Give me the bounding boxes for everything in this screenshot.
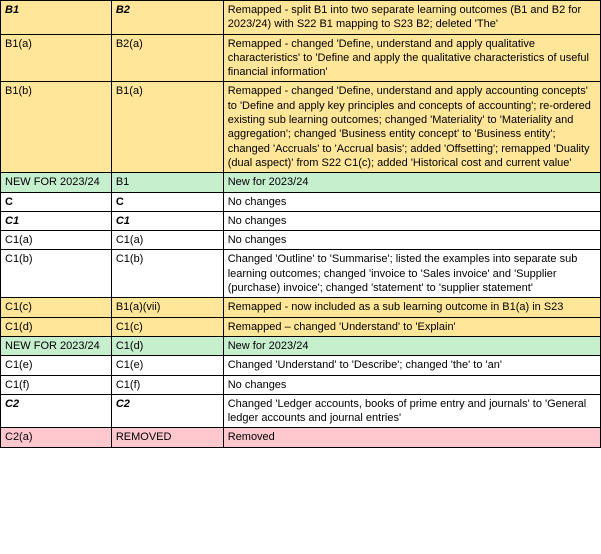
table-row: C1(a)C1(a)No changes <box>1 231 601 250</box>
col-s22: C1(b) <box>1 250 112 298</box>
col-s22: NEW FOR 2023/24 <box>1 336 112 355</box>
col-notes: Remapped - changed 'Define, understand a… <box>223 82 600 173</box>
col-s23: C1(e) <box>111 356 223 375</box>
col-s22: C1(a) <box>1 231 112 250</box>
table-row: C1(b)C1(b)Changed 'Outline' to 'Summaris… <box>1 250 601 298</box>
col-s23: B1(a) <box>111 82 223 173</box>
col-s23: B2(a) <box>111 34 223 82</box>
col-s22: NEW FOR 2023/24 <box>1 173 112 192</box>
col-notes: No changes <box>223 211 600 230</box>
table-row: NEW FOR 2023/24C1(d)New for 2023/24 <box>1 336 601 355</box>
col-s22: B1(a) <box>1 34 112 82</box>
col-s23: B1 <box>111 173 223 192</box>
col-s23: C1(f) <box>111 375 223 394</box>
col-notes: No changes <box>223 231 600 250</box>
col-notes: New for 2023/24 <box>223 336 600 355</box>
col-s22: C2(a) <box>1 428 112 447</box>
table-row: C2C2Changed 'Ledger accounts, books of p… <box>1 394 601 428</box>
col-notes: No changes <box>223 192 600 211</box>
col-s23: C1(d) <box>111 336 223 355</box>
table-row: B1B2Remapped - split B1 into two separat… <box>1 1 601 35</box>
col-notes: Changed 'Understand' to 'Describe'; chan… <box>223 356 600 375</box>
col-s23: C2 <box>111 394 223 428</box>
col-s23: C1 <box>111 211 223 230</box>
table-row: C1(d)C1(c)Remapped – changed 'Understand… <box>1 317 601 336</box>
col-s22: C <box>1 192 112 211</box>
mapping-table: B1B2Remapped - split B1 into two separat… <box>0 0 601 448</box>
table-row: B1(b)B1(a)Remapped - changed 'Define, un… <box>1 82 601 173</box>
col-notes: No changes <box>223 375 600 394</box>
col-notes: Changed 'Outline' to 'Summarise'; listed… <box>223 250 600 298</box>
table-row: C2(a)REMOVEDRemoved <box>1 428 601 447</box>
col-s22: C1(f) <box>1 375 112 394</box>
col-notes: Changed 'Ledger accounts, books of prime… <box>223 394 600 428</box>
col-s22: C1(c) <box>1 298 112 317</box>
col-s22: B1(b) <box>1 82 112 173</box>
col-notes: Remapped - now included as a sub learnin… <box>223 298 600 317</box>
col-notes: Remapped – changed 'Understand' to 'Expl… <box>223 317 600 336</box>
col-s23: B1(a)(vii) <box>111 298 223 317</box>
col-notes: Removed <box>223 428 600 447</box>
col-s22: C1 <box>1 211 112 230</box>
table-row: CCNo changes <box>1 192 601 211</box>
table-row: NEW FOR 2023/24B1New for 2023/24 <box>1 173 601 192</box>
table-row: C1(c)B1(a)(vii)Remapped - now included a… <box>1 298 601 317</box>
col-s22: C1(e) <box>1 356 112 375</box>
col-s22: C2 <box>1 394 112 428</box>
col-s23: C1(c) <box>111 317 223 336</box>
table-row: C1(f)C1(f)No changes <box>1 375 601 394</box>
col-s22: C1(d) <box>1 317 112 336</box>
table-row: B1(a)B2(a)Remapped - changed 'Define, un… <box>1 34 601 82</box>
col-s23: REMOVED <box>111 428 223 447</box>
col-notes: Remapped - split B1 into two separate le… <box>223 1 600 35</box>
col-s23: C1(a) <box>111 231 223 250</box>
table-row: C1(e)C1(e)Changed 'Understand' to 'Descr… <box>1 356 601 375</box>
col-s22: B1 <box>1 1 112 35</box>
table-row: C1C1No changes <box>1 211 601 230</box>
col-s23: B2 <box>111 1 223 35</box>
col-s23: C1(b) <box>111 250 223 298</box>
col-s23: C <box>111 192 223 211</box>
col-notes: New for 2023/24 <box>223 173 600 192</box>
col-notes: Remapped - changed 'Define, understand a… <box>223 34 600 82</box>
